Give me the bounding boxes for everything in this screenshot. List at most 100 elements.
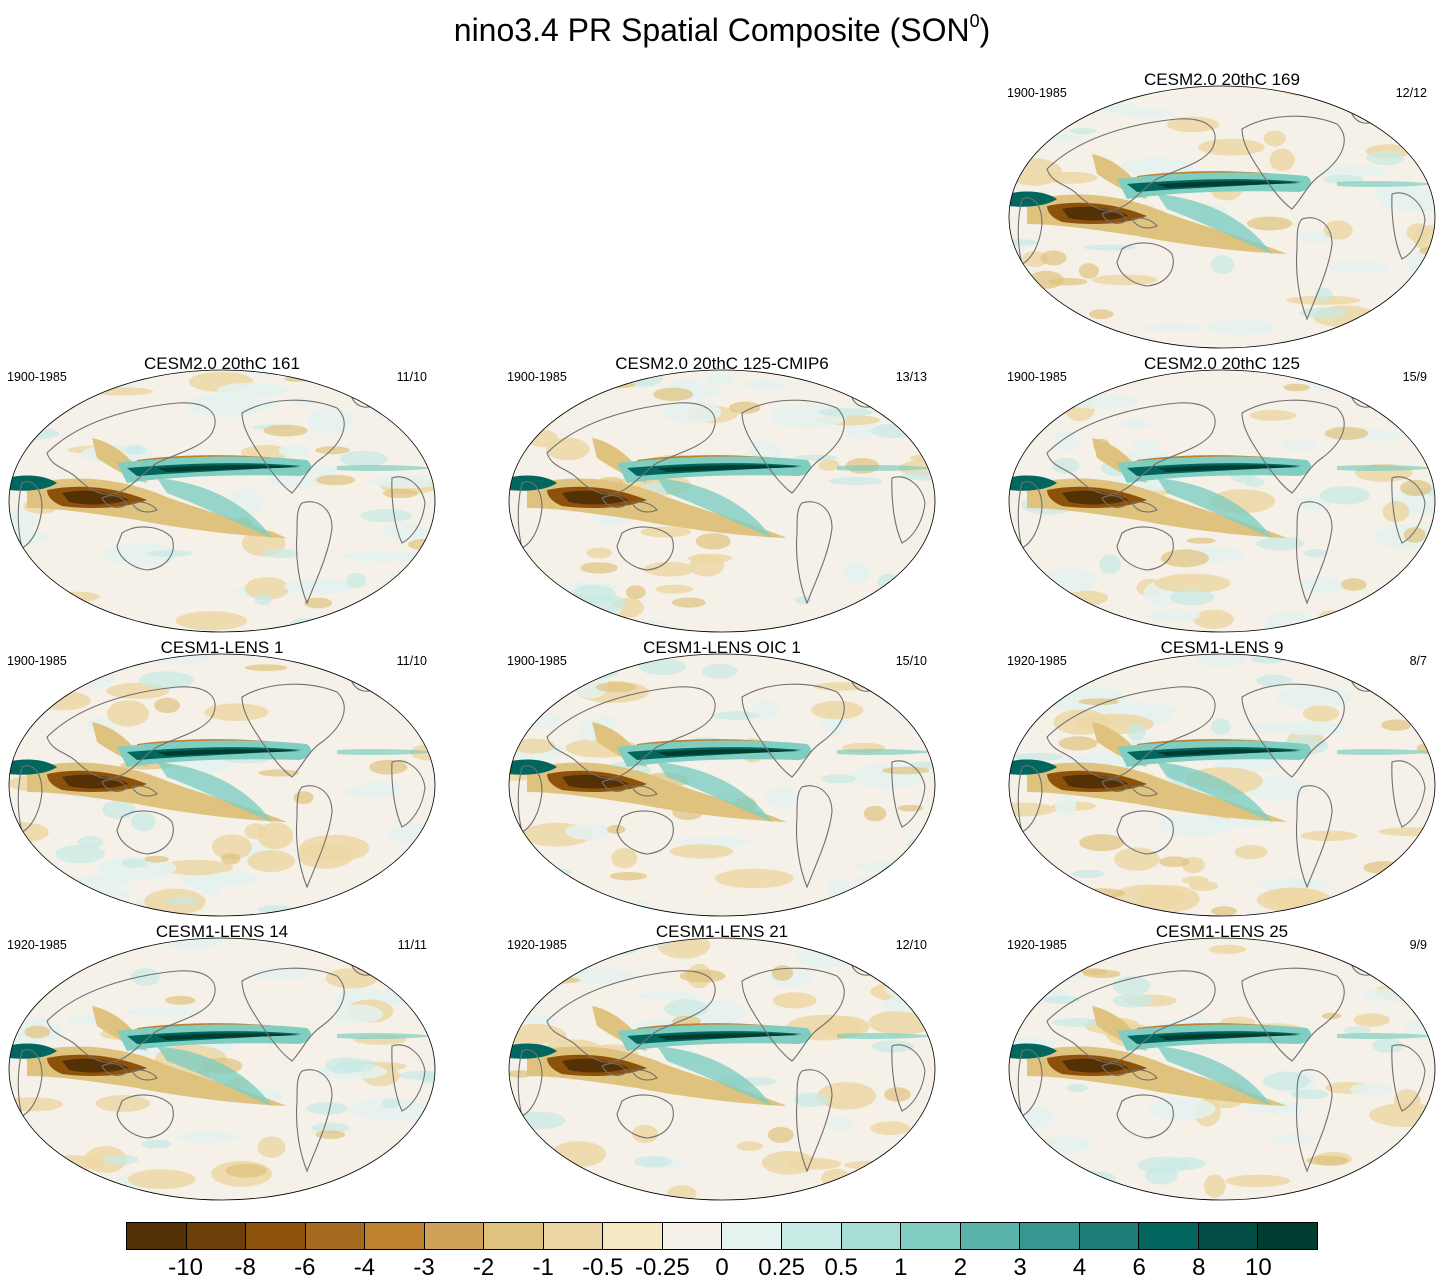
anomaly-patch [1020, 117, 1070, 128]
anomaly-patch [1193, 609, 1234, 629]
panel-title: CESM2.0 20thC 169 [1144, 70, 1300, 89]
anomaly-patch [45, 1191, 76, 1200]
anomaly-patch [695, 533, 731, 550]
coastline [546, 970, 716, 1063]
anomaly-patch [1372, 318, 1414, 325]
colorbar-label: -1 [532, 1254, 554, 1281]
anomaly-patch [1225, 1174, 1290, 1188]
anomaly-patch [290, 617, 325, 628]
anomaly-patch [1143, 323, 1204, 332]
anomaly-patch [844, 609, 883, 628]
wet-anomaly-peak [657, 465, 799, 472]
anomaly-patch [1317, 165, 1389, 177]
anomaly-patch [1044, 336, 1108, 348]
panel-period: 1920-1985 [1007, 654, 1067, 668]
coastline [131, 785, 158, 797]
anomaly-patch [705, 373, 735, 386]
anomaly-patch [52, 654, 83, 680]
anomaly-patch [871, 423, 916, 439]
coastline [546, 402, 716, 495]
anomaly-patch [1028, 1167, 1057, 1180]
anomaly-patch [664, 999, 709, 1018]
anomaly-patch [261, 548, 299, 559]
anomaly-patch [1210, 718, 1231, 735]
map-panel-cesm2-125-cmip6: CESM2.0 20thC 125-CMIP6 1900-1985 13/13 [507, 354, 937, 636]
panel-count: 11/10 [396, 654, 427, 668]
anomaly-patch [871, 1040, 915, 1053]
coastline [17, 481, 43, 549]
coastline [1116, 1094, 1174, 1139]
wet-anomaly-atlantic [337, 748, 435, 756]
panel-period: 1900-1985 [7, 370, 67, 384]
anomaly-patch [643, 561, 696, 577]
panel-period: 1900-1985 [1007, 370, 1067, 384]
anomaly-patch [1283, 383, 1310, 392]
anomaly-patch [1071, 869, 1105, 879]
anomaly-patch [307, 408, 353, 434]
colorbar-label: 2 [953, 1254, 968, 1281]
anomaly-patch [409, 1136, 435, 1160]
anomaly-patch [1040, 335, 1089, 344]
anomaly-patch [1009, 566, 1031, 583]
anomaly-patch [35, 691, 91, 711]
wet-anomaly-peak [657, 749, 799, 756]
anomaly-patch [1160, 549, 1209, 568]
anomaly-patch [509, 962, 549, 987]
figure-title-superscript: 0 [969, 11, 980, 31]
anomaly-patch [1166, 116, 1219, 133]
anomaly-patch [9, 1177, 30, 1195]
anomaly-patch [1112, 993, 1154, 1008]
anomaly-patch [907, 838, 928, 856]
precip-map [1008, 369, 1436, 633]
anomaly-patch [880, 995, 935, 1013]
colorbar-box [484, 1223, 544, 1249]
anomaly-patch [154, 697, 181, 714]
coastline [295, 1069, 333, 1173]
anomaly-patch [510, 1111, 566, 1130]
anomaly-patch [1414, 397, 1435, 413]
coastline [1391, 192, 1426, 260]
coastline [1101, 495, 1128, 508]
anomaly-patch [606, 824, 626, 834]
panel-period: 1900-1985 [7, 654, 67, 668]
anomaly-patch [1323, 220, 1353, 240]
anomaly-patch [121, 858, 148, 868]
anomaly-patch [211, 834, 252, 860]
anomaly-patch [57, 591, 100, 602]
anomaly-patch [1079, 834, 1125, 852]
anomaly-patch [369, 759, 408, 775]
anomaly-patch [1078, 263, 1099, 279]
colorbar-label: -2 [472, 1254, 495, 1281]
anomaly-patch [263, 424, 308, 437]
anomaly-patch [1400, 479, 1432, 497]
wet-anomaly-peak [1157, 1033, 1299, 1040]
panel-title: CESM1-LENS 25 [1155, 922, 1289, 941]
colorbar-label: 4 [1072, 1254, 1087, 1281]
anomaly-patch [818, 407, 873, 417]
anomaly-patch [1263, 130, 1286, 147]
anomaly-patch [793, 454, 838, 461]
anomaly-patch [1300, 830, 1358, 842]
anomaly-patch [73, 373, 112, 380]
anomaly-patch [16, 370, 67, 389]
anomaly-patch [1208, 944, 1247, 954]
anomaly-patch [1362, 988, 1413, 1002]
anomaly-patch [42, 1179, 96, 1186]
anomaly-patch [1066, 1083, 1088, 1093]
colorbar-box [365, 1223, 425, 1249]
wet-anomaly-spcz [1157, 478, 1272, 538]
anomaly-patch [1290, 1089, 1329, 1100]
map-panel-lens-25: CESM1-LENS 25 1920-1985 9/9 [1007, 922, 1437, 1204]
anomaly-patch [632, 1124, 659, 1144]
anomaly-patch [1299, 307, 1348, 319]
anomaly-patch [14, 853, 45, 863]
anomaly-patch [509, 876, 573, 891]
anomaly-patch [304, 597, 332, 609]
anomaly-patch [283, 578, 354, 595]
wet-anomaly-spcz [157, 478, 272, 538]
coastline [1295, 501, 1333, 605]
anomaly-patch [225, 1163, 268, 1178]
anomaly-patch [870, 1121, 911, 1135]
anomaly-patch [881, 620, 902, 629]
coastline [46, 402, 216, 495]
